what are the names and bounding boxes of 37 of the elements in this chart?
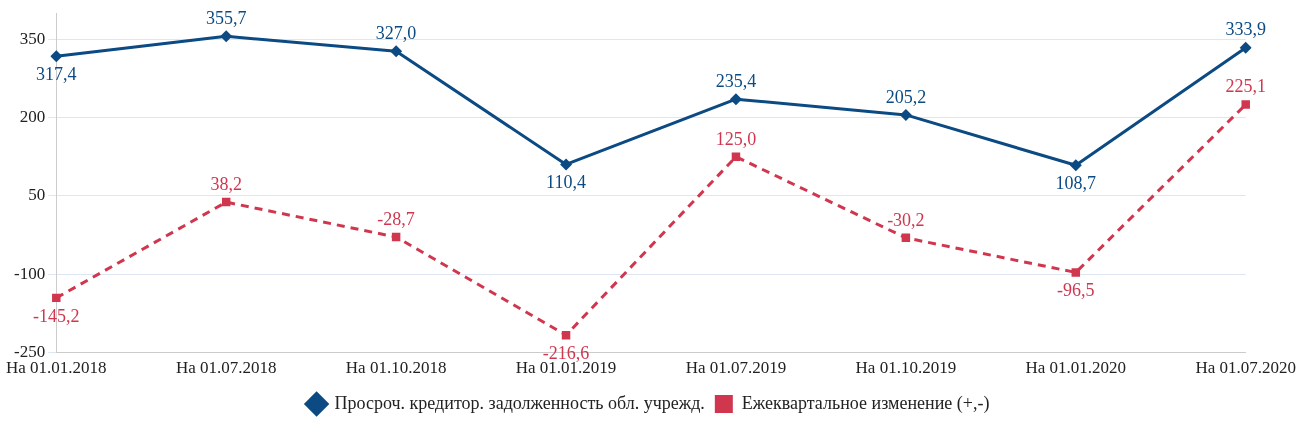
point [50,50,63,63]
point [390,45,403,58]
point [52,293,61,303]
legend-label: Просроч. кредитор. задолженность обл. учрежд. [334,392,705,413]
y-tick-label: 200 [19,107,46,127]
data-label: 235,4 [715,70,757,91]
data-label: 125,0 [715,128,757,149]
data-label: 225,1 [1225,76,1266,97]
data-label: 333,9 [1225,19,1266,40]
x-tick-label: На 01.01.2020 [1025,358,1127,378]
data-label: -96,5 [1057,280,1095,301]
x-tick-label: На 01.10.2019 [855,358,957,378]
data-label: 108,7 [1055,173,1097,194]
data-label: 317,4 [36,64,77,85]
x-tick-label: На 01.07.2019 [685,358,787,378]
x-tick-label: На 01.07.2018 [175,358,277,378]
data-label: 38,2 [210,173,242,194]
point [220,30,233,43]
data-label: 355,7 [205,8,247,29]
y-tick-label: 350 [19,28,46,48]
point [1241,100,1250,109]
data-label: -145,2 [33,305,80,326]
legend-label: Ежеквартальное изменение (+,-) [741,392,990,414]
point [729,93,742,106]
point [560,158,573,171]
x-tick-label: На 01.10.2018 [345,358,447,378]
data-label: 205,2 [885,86,927,107]
data-label: -28,7 [377,208,415,229]
data-label: -30,2 [887,209,925,230]
point [1069,159,1082,172]
y-tick-label: 50 [28,185,46,205]
point [1071,268,1081,277]
data-label: 110,4 [546,172,586,193]
y-tick-label: -100 [14,263,46,283]
x-tick-label: На 01.07.2020 [1195,358,1296,378]
data-label: 327,0 [375,23,417,44]
point [1239,41,1252,54]
